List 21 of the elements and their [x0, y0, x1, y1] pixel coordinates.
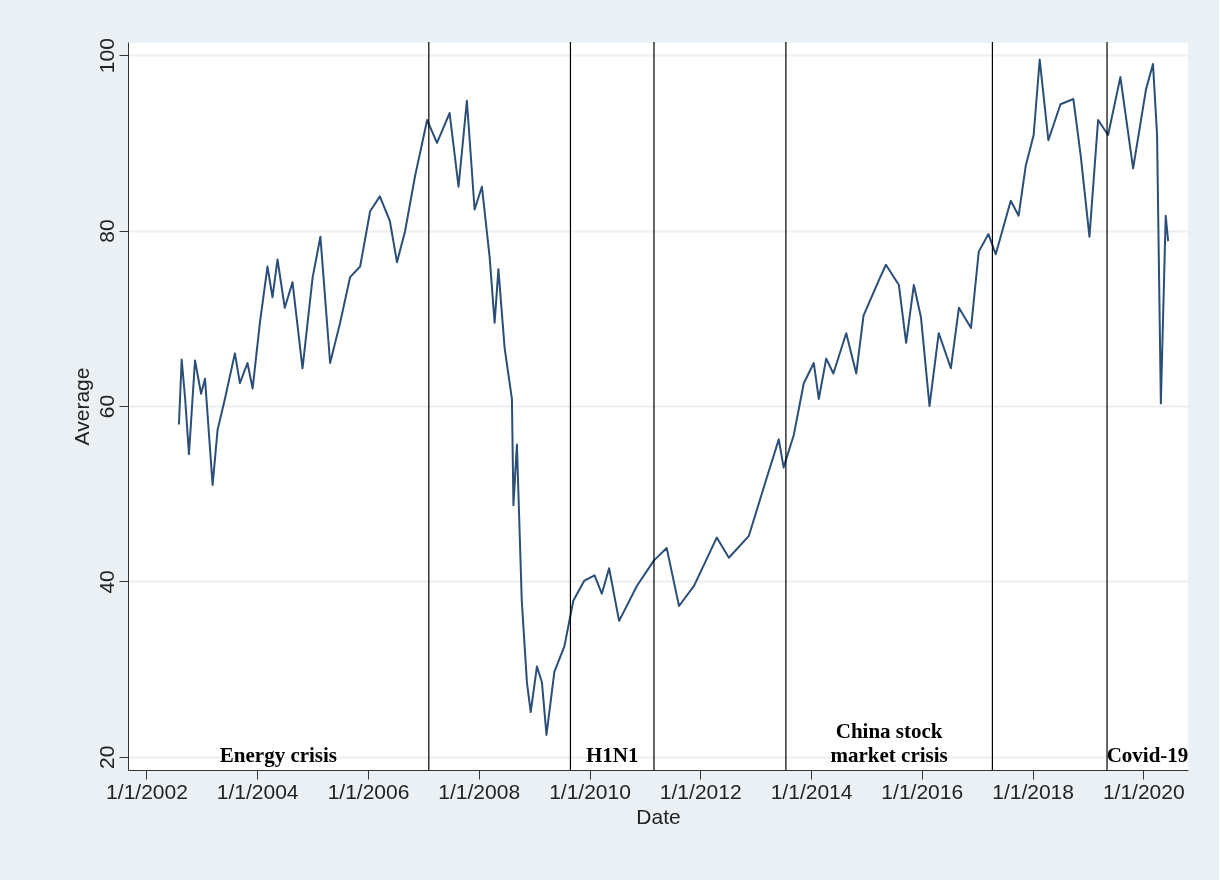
annotation: China stock market crisis — [830, 719, 948, 767]
x-tick-label: 1/1/2014 — [770, 779, 853, 803]
y-axis-title: Average — [69, 367, 93, 446]
x-tick-label: 1/1/2016 — [881, 779, 964, 803]
x-tick-label: 1/1/2006 — [327, 779, 410, 803]
x-tick-label: 1/1/2004 — [216, 779, 299, 803]
y-tick-label: 20 — [94, 745, 118, 770]
x-tick-label: 1/1/2010 — [549, 779, 631, 803]
x-tick-label: 1/1/2002 — [106, 779, 188, 803]
x-tick-label: 1/1/2018 — [992, 779, 1074, 803]
y-tick-label: 100 — [94, 38, 118, 74]
x-tick-label: 1/1/2012 — [659, 779, 742, 803]
annotation: Energy crisis — [219, 743, 338, 767]
x-tick-label: 1/1/2008 — [438, 779, 521, 803]
x-tick-label: 1/1/2020 — [1102, 779, 1185, 803]
y-tick-label: 60 — [94, 394, 118, 419]
annotation: H1N1 — [585, 743, 639, 767]
line-series — [177, 58, 1170, 736]
y-tick-label: 80 — [94, 219, 118, 243]
x-axis-title: Date — [636, 804, 681, 828]
y-tick-label: 40 — [94, 570, 118, 594]
